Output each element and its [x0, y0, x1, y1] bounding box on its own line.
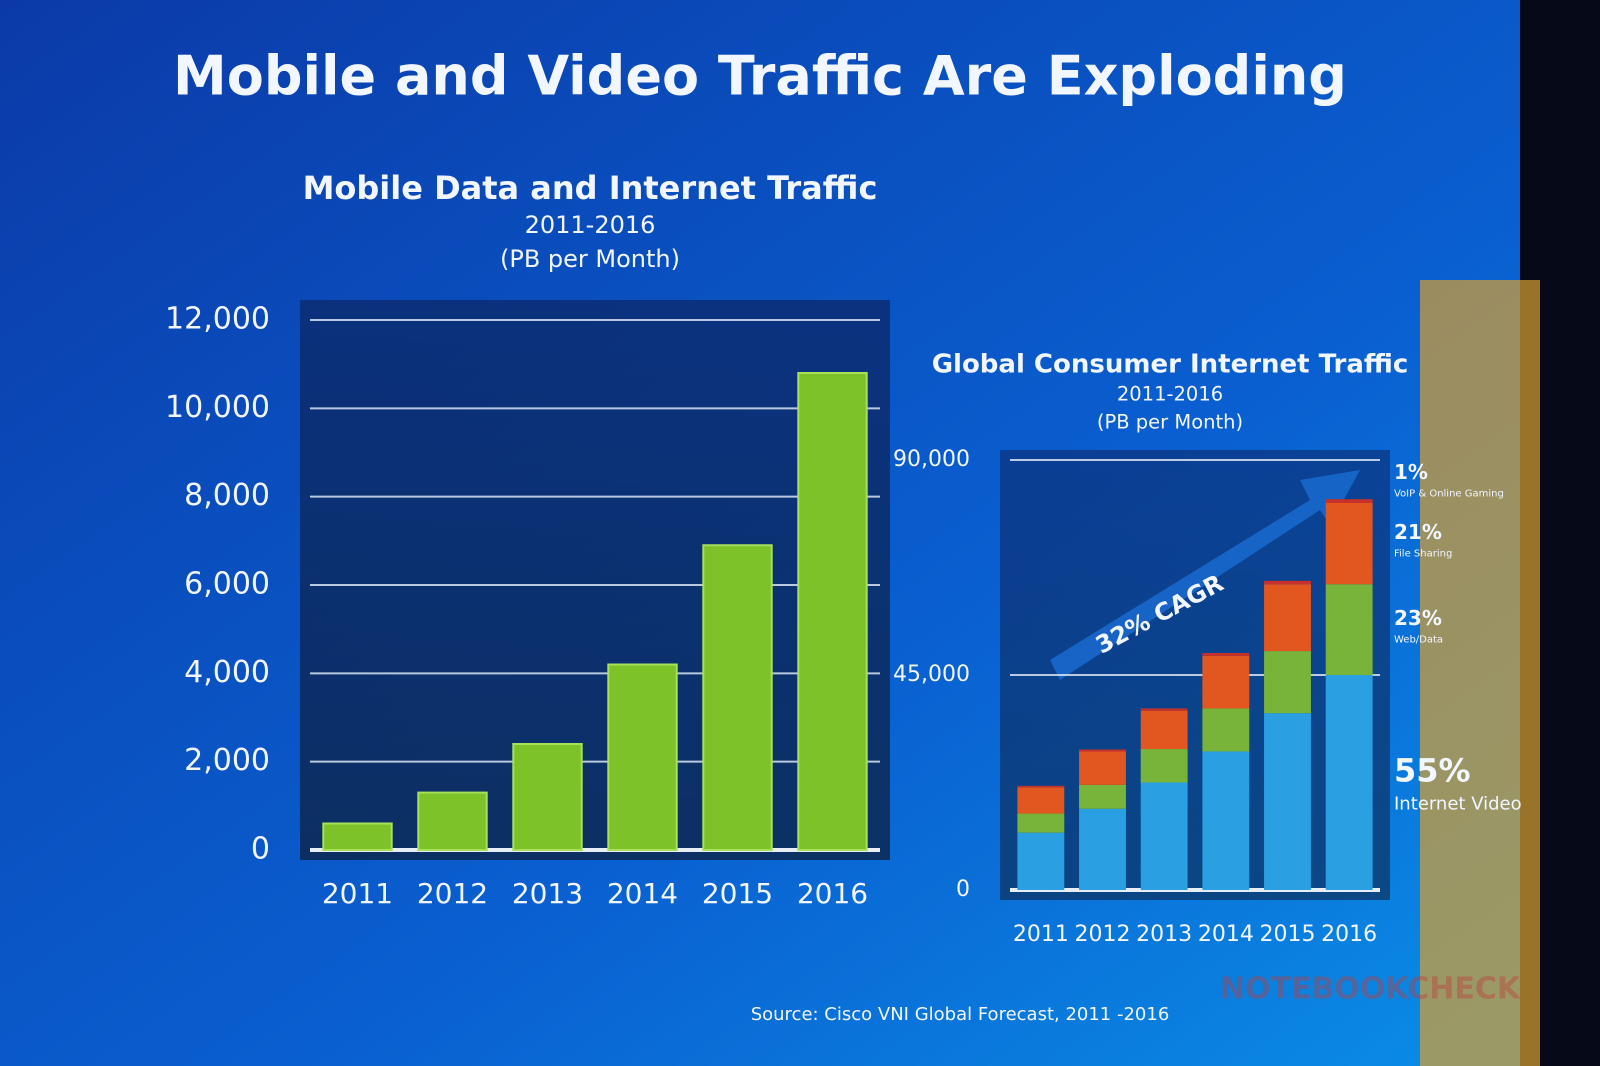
bar: [607, 663, 678, 851]
watermark: NOTEBOOKCHECK: [1220, 972, 1522, 1007]
bar-segment: [1140, 782, 1188, 890]
y-tick-label: 0: [956, 877, 970, 902]
bar-segment: [1140, 708, 1188, 711]
source: Source: Cisco VNI Global Forecast, 2011 …: [751, 1004, 1170, 1025]
bar-segment: [1264, 651, 1311, 714]
legend-name: File Sharing: [1394, 549, 1452, 560]
y-tick-label: 6,000: [184, 567, 270, 602]
x-tick-label: 2016: [797, 877, 868, 910]
bar-segment: [1079, 751, 1126, 785]
legend-name: Internet Video: [1394, 794, 1522, 815]
chart-title: Mobile Data and Internet Traffic: [303, 169, 878, 207]
bar-segment: [1202, 708, 1250, 752]
bar-segment: [1325, 584, 1373, 675]
side-panel: [1420, 280, 1540, 1066]
legend-share: 23%: [1394, 606, 1442, 630]
legend-share: 21%: [1394, 520, 1442, 544]
x-tick-label: 2012: [1075, 922, 1131, 947]
bar: [322, 822, 393, 851]
x-tick-label: 2014: [1198, 922, 1254, 947]
bar-segment: [1325, 499, 1373, 503]
x-tick-label: 2015: [1260, 922, 1316, 947]
bar-segment: [1264, 584, 1311, 652]
bar-segment: [1017, 787, 1065, 814]
legend-name: VoIP & Online Gaming: [1394, 489, 1504, 500]
slide-title: Mobile and Video Traffic Are Exploding: [173, 45, 1347, 108]
legend-share: 1%: [1394, 460, 1428, 484]
y-tick-label: 12,000: [165, 302, 270, 337]
bar: [702, 544, 773, 851]
x-tick-label: 2013: [512, 877, 583, 910]
chart-subtitle: 2011-2016: [525, 211, 656, 239]
bar-segment: [1264, 713, 1311, 890]
y-tick-label: 8,000: [184, 478, 270, 513]
x-tick-label: 2013: [1136, 922, 1192, 947]
chart-units: (PB per Month): [500, 245, 680, 273]
chart-units: (PB per Month): [1097, 411, 1243, 434]
y-tick-label: 0: [251, 832, 270, 867]
bar-segment: [1079, 808, 1126, 890]
bar-segment: [1202, 655, 1250, 709]
bar-segment: [1017, 832, 1065, 890]
bar: [797, 372, 868, 851]
x-tick-label: 2015: [702, 877, 773, 910]
legend-share: 55%: [1394, 752, 1471, 790]
x-tick-label: 2016: [1321, 922, 1377, 947]
bar-segment: [1017, 813, 1065, 833]
bar: [417, 791, 488, 851]
x-tick-label: 2011: [322, 877, 393, 910]
bar-segment: [1079, 749, 1126, 752]
y-tick-label: 10,000: [165, 390, 270, 425]
bar-segment: [1140, 710, 1188, 750]
bar-segment: [1202, 751, 1250, 890]
bar-segment: [1140, 749, 1188, 783]
x-tick-label: 2012: [417, 877, 488, 910]
bar-segment: [1202, 653, 1250, 656]
bar-segment: [1325, 503, 1373, 585]
chart-title: Global Consumer Internet Traffic: [932, 350, 1409, 380]
x-tick-label: 2014: [607, 877, 678, 910]
bar: [512, 743, 583, 851]
left-plot-panel: [300, 300, 890, 860]
y-tick-label: 90,000: [893, 447, 970, 472]
bar-segment: [1017, 785, 1065, 788]
legend-name: Web/Data: [1394, 635, 1443, 646]
chart-subtitle: 2011-2016: [1117, 383, 1223, 406]
bar-segment: [1264, 580, 1311, 585]
y-tick-label: 4,000: [184, 655, 270, 690]
bar-segment: [1079, 784, 1126, 809]
cagr-arrow: [1050, 470, 1360, 680]
y-tick-label: 45,000: [893, 662, 970, 687]
bar-segment: [1325, 675, 1373, 890]
x-tick-label: 2011: [1013, 922, 1069, 947]
y-tick-label: 2,000: [184, 743, 270, 778]
